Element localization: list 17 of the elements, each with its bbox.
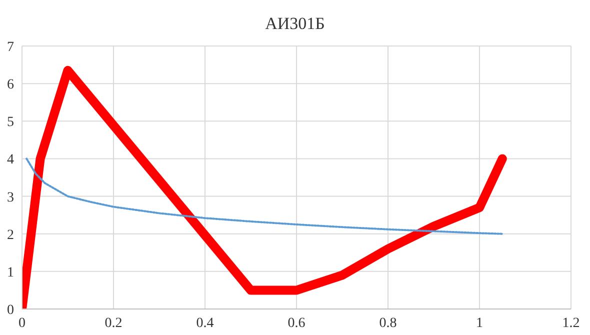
x-tick-label: 0.8 (379, 316, 397, 331)
x-tick-label: 0 (18, 316, 26, 331)
chart-title: АИ301Б (264, 13, 326, 35)
y-tick-label: 6 (7, 78, 14, 93)
y-tick-label: 2 (7, 228, 14, 243)
y-tick-label: 0 (7, 302, 14, 318)
line-series (26, 158, 504, 235)
y-tick-label: 7 (7, 40, 14, 55)
x-tick-label: 1.2 (562, 316, 580, 331)
y-tick-label: 3 (7, 190, 14, 206)
y-tick-label: 1 (7, 265, 14, 280)
x-tick-label: 0.2 (104, 316, 122, 331)
x-tick-label: 0.4 (196, 316, 214, 331)
x-tick-label: 1 (476, 316, 483, 331)
x-tick-label: 0.6 (288, 316, 306, 331)
y-tick-label: 5 (7, 115, 14, 130)
y-tick-label: 4 (7, 152, 14, 168)
